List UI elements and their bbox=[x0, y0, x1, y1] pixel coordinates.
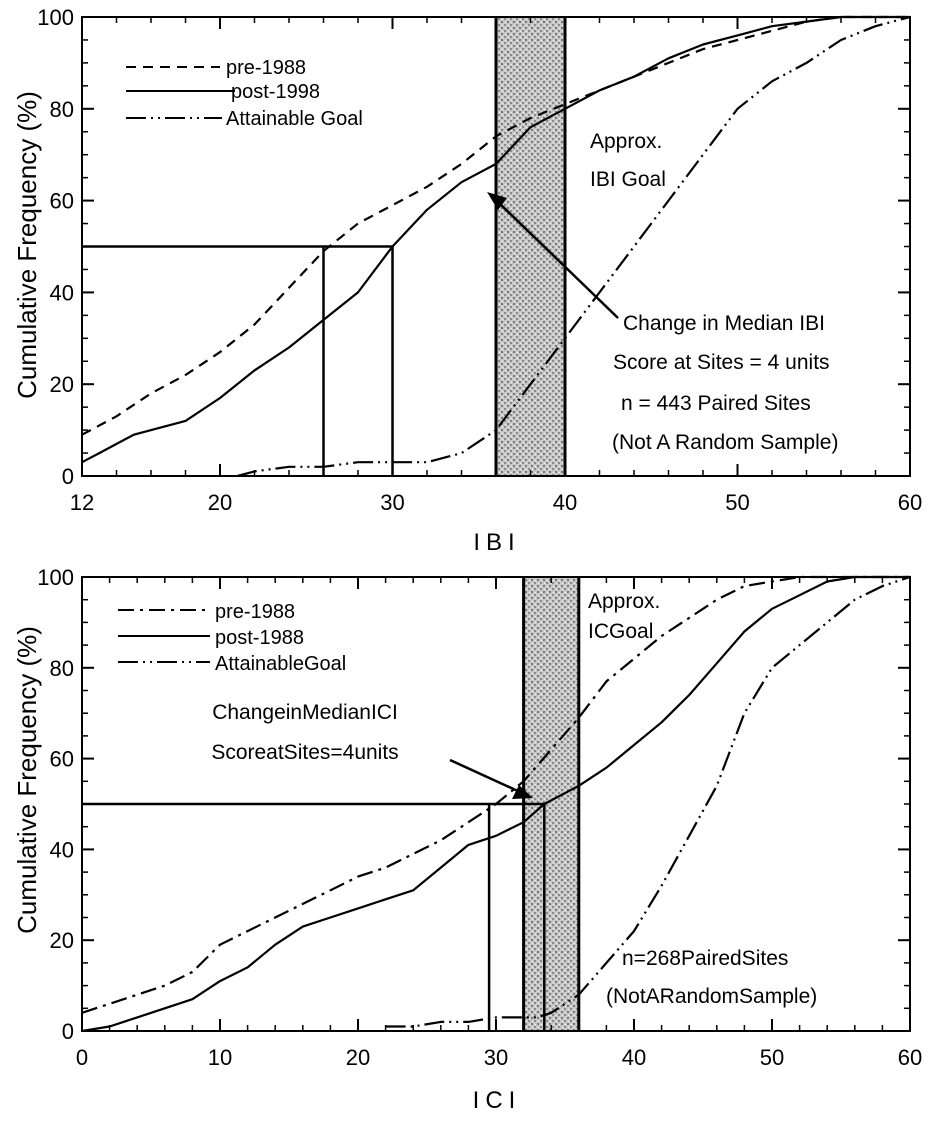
ibi-y-tick-label: 0 bbox=[62, 464, 74, 489]
ici-x-tick-label: 50 bbox=[760, 1045, 784, 1070]
ici-x-tick-label: 20 bbox=[346, 1045, 370, 1070]
ibi-x-tick-label: 20 bbox=[208, 490, 232, 515]
ibi-sample-note-line1: n = 443 Paired Sites bbox=[621, 392, 811, 415]
ibi-goal-band-label-line1: Approx. bbox=[590, 130, 662, 153]
ibi-x-axis-title: IBI bbox=[473, 529, 520, 556]
ici-series-post-1988 bbox=[81, 575, 910, 1033]
ibi-series-post-1998 bbox=[81, 15, 910, 464]
ici-x-tick-label: 10 bbox=[208, 1045, 232, 1070]
legend-label-post-1988: post-1988 bbox=[215, 627, 304, 649]
ici-change-note-line2: ScoreatSites=4units bbox=[211, 741, 398, 764]
legend-label-pre-1988: pre-1988 bbox=[215, 601, 295, 623]
ibi-y-axis-title: Cumulative Frequency (%) bbox=[12, 91, 42, 399]
ibi-axis-ticks: 12 20 30 40 50 60 0 20 40 60 80 100 bbox=[37, 5, 922, 515]
ici-y-tick-label: 0 bbox=[62, 1019, 74, 1044]
ici-change-arrow bbox=[449, 758, 521, 794]
ibi-change-note-line1: Change in Median IBI bbox=[623, 312, 825, 335]
ici-median-reference-lines bbox=[82, 802, 546, 1031]
ibi-legend: pre-1988 post-1998 Attainable Goal bbox=[126, 57, 363, 130]
ici-legend: pre-1988 post-1988 AttainableGoal bbox=[118, 601, 346, 675]
ibi-x-tick-label: 60 bbox=[898, 490, 922, 515]
ibi-goal-band-label-line2: IBI Goal bbox=[590, 168, 666, 191]
ici-x-tick-label: 40 bbox=[622, 1045, 646, 1070]
ibi-series-lines bbox=[81, 15, 911, 478]
ici-y-tick-label: 20 bbox=[50, 928, 74, 953]
ibi-x-tick-label: 50 bbox=[725, 490, 749, 515]
ibi-x-tick-label: 30 bbox=[380, 490, 404, 515]
ibi-goal-band bbox=[496, 17, 565, 476]
ibi-y-tick-label: 60 bbox=[50, 189, 74, 214]
ibi-y-tick-label: 40 bbox=[50, 280, 74, 305]
ibi-change-note-line2: Score at Sites = 4 units bbox=[613, 351, 830, 374]
ici-y-tick-label: 80 bbox=[50, 656, 74, 681]
ici-y-tick-label: 100 bbox=[37, 565, 74, 590]
ici-change-note-line1: ChangeinMedianICI bbox=[212, 701, 398, 724]
ici-x-tick-label: 60 bbox=[898, 1045, 922, 1070]
ici-x-axis-title: ICI bbox=[473, 1087, 522, 1114]
ibi-y-tick-label: 80 bbox=[50, 97, 74, 122]
legend-label-attainable-goal: AttainableGoal bbox=[215, 653, 346, 675]
ici-sample-note-line2: (NotARandomSample) bbox=[606, 985, 817, 1008]
legend-label-attainable-goal: Attainable Goal bbox=[226, 108, 363, 130]
ibi-sample-note-line2: (Not A Random Sample) bbox=[612, 431, 838, 454]
ici-sample-note-line1: n=268PairedSites bbox=[622, 947, 788, 970]
ibi-y-tick-label: 20 bbox=[50, 372, 74, 397]
ibi-x-tick-label: 12 bbox=[70, 490, 94, 515]
ici-x-tick-label: 0 bbox=[76, 1045, 88, 1070]
ici-y-axis-title: Cumulative Frequency (%) bbox=[12, 626, 42, 934]
ibi-x-tick-label: 40 bbox=[553, 490, 577, 515]
ibi-median-reference-lines bbox=[82, 245, 394, 476]
ibi-y-tick-label: 100 bbox=[37, 5, 74, 30]
ici-axis-ticks: 0 10 20 30 40 50 60 0 20 40 60 80 100 bbox=[37, 565, 922, 1070]
ibi-series-pre-1988 bbox=[81, 15, 910, 436]
ibi-change-arrowhead bbox=[487, 192, 507, 210]
legend-label-pre-1988: pre-1988 bbox=[226, 57, 306, 79]
ici-panel: 0 10 20 30 40 50 60 0 20 40 60 80 100 pre-1988 post-… bbox=[12, 565, 922, 1114]
legend-label-post-1998: post-1998 bbox=[231, 81, 320, 103]
ici-y-tick-label: 60 bbox=[50, 747, 74, 772]
ici-series-attainablegoal bbox=[385, 575, 911, 1028]
ibi-panel: 12 20 30 40 50 60 0 20 40 60 80 100 pre-1988 post-1… bbox=[12, 5, 922, 556]
ici-goal-band-label-line2: ICGoal bbox=[588, 620, 653, 643]
ici-change-arrowhead bbox=[512, 785, 533, 799]
ici-y-tick-label: 40 bbox=[50, 837, 74, 862]
ici-x-tick-label: 30 bbox=[484, 1045, 508, 1070]
ici-goal-band-label-line1: Approx. bbox=[588, 590, 660, 613]
ibi-change-arrow bbox=[497, 201, 619, 319]
